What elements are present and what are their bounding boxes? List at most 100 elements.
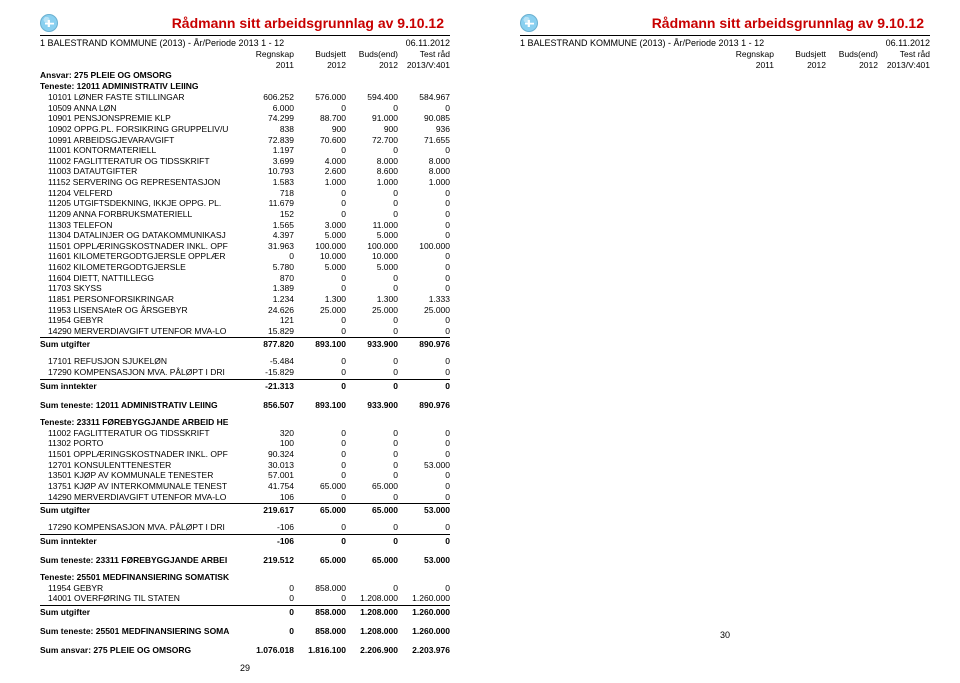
sum-value: 0: [398, 536, 450, 546]
row-label: 17290 KOMPENSASJON MVA. PÅLØPT I DRI: [40, 522, 242, 533]
page-left: Rådmann sitt arbeidsgrunnlag av 9.10.12 …: [0, 0, 480, 683]
table-row: 10509 ANNA LØN6.000000: [40, 103, 450, 114]
table-row: 11303 TELEFON1.5653.00011.0000: [40, 220, 450, 231]
page-number-right: 30: [520, 630, 930, 640]
row-value: 0: [346, 283, 398, 294]
row-value: 0: [294, 103, 346, 114]
row-value: 0: [346, 198, 398, 209]
row-value: 10.000: [346, 251, 398, 262]
sum-label: Sum ansvar: 275 PLEIE OG OMSORG: [40, 645, 242, 655]
ansvar-label: Ansvar: 275 PLEIE OG OMSORG: [40, 70, 450, 81]
row-value: 718: [242, 188, 294, 199]
row-label: 17101 REFUSJON SJUKELØN: [40, 356, 242, 367]
row-value: 0: [398, 262, 450, 273]
row-value: 1.000: [294, 177, 346, 188]
row-value: 91.000: [346, 113, 398, 124]
col-b3: 2012: [346, 60, 398, 70]
table-row: 17101 REFUSJON SJUKELØN-5.484000: [40, 356, 450, 367]
row-label: 11604 DIETT, NATTILLEGG: [40, 273, 242, 284]
sum-label: Sum teneste: 23311 FØREBYGGJANDE ARBEI: [40, 555, 242, 565]
table-row: 17290 KOMPENSASJON MVA. PÅLØPT I DRI-15.…: [40, 367, 450, 378]
row-value: 0: [242, 251, 294, 262]
row-value: 24.626: [242, 305, 294, 316]
row-value: 10.793: [242, 166, 294, 177]
row-value: 0: [346, 428, 398, 439]
row-label: 12701 KONSULENTTENESTER: [40, 460, 242, 471]
row-value: 838: [242, 124, 294, 135]
row-value: 1.208.000: [346, 593, 398, 604]
row-value: 1.197: [242, 145, 294, 156]
rows-12011: 10101 LØNER FASTE STILLINGAR606.252576.0…: [40, 92, 450, 336]
sum-teneste-12011: Sum teneste: 12011 ADMINISTRATIV LEIING8…: [40, 399, 450, 410]
row-value: 0: [398, 283, 450, 294]
sum-value: 0: [242, 626, 294, 636]
table-row: 11003 DATAUTGIFTER10.7932.6008.6008.000: [40, 166, 450, 177]
table-row: 10901 PENSJONSPREMIE KLP74.29988.70091.0…: [40, 113, 450, 124]
row-value: 0: [294, 522, 346, 533]
table-row: 12701 KONSULENTTENESTER30.0130053.000: [40, 460, 450, 471]
row-value: 594.400: [346, 92, 398, 103]
row-value: 0: [398, 209, 450, 220]
row-value: 0: [346, 492, 398, 503]
two-page-spread: Rådmann sitt arbeidsgrunnlag av 9.10.12 …: [0, 0, 960, 683]
rows-25501: 11954 GEBYR0858.0000014001 OVERFØRING TI…: [40, 583, 450, 604]
rows-23311-inn: 17290 KOMPENSASJON MVA. PÅLØPT I DRI-106…: [40, 522, 450, 533]
row-value: -5.484: [242, 356, 294, 367]
sum-value: 0: [398, 381, 450, 391]
row-value: 90.324: [242, 449, 294, 460]
sum-value: 858.000: [294, 626, 346, 636]
row-value: 8.600: [346, 166, 398, 177]
page-right: Rådmann sitt arbeidsgrunnlag av 9.10.12 …: [480, 0, 960, 683]
teneste-12011-label: Teneste: 12011 ADMINISTRATIV LEIING: [40, 81, 450, 92]
sum-value: 219.617: [242, 505, 294, 515]
row-value: 100.000: [398, 241, 450, 252]
sum-value: 0: [346, 381, 398, 391]
column-headers-top-r: Regnskap Budsjett Buds(end) Test råd: [520, 49, 930, 59]
row-value: 0: [398, 583, 450, 594]
row-value: 8.000: [398, 156, 450, 167]
row-value: 152: [242, 209, 294, 220]
row-label: 10991 ARBEIDSGJEVARAVGIFT: [40, 135, 242, 146]
row-value: 10.000: [294, 251, 346, 262]
table-row: 11302 PORTO100000: [40, 438, 450, 449]
table-row: 13501 KJØP AV KOMMUNALE TENESTER57.00100…: [40, 470, 450, 481]
row-value: 57.001: [242, 470, 294, 481]
row-label: 11152 SERVERING OG REPRESENTASJON: [40, 177, 242, 188]
sum-label: Sum teneste: 25501 MEDFINANSIERING SOMA: [40, 626, 242, 636]
row-label: 11954 GEBYR: [40, 315, 242, 326]
row-value: 900: [346, 124, 398, 135]
row-value: 0: [294, 492, 346, 503]
row-label: 11953 LISENSAteR OG ÅRSGEBYR: [40, 305, 242, 316]
row-value: 1.000: [398, 177, 450, 188]
sum-inntekter-12011: Sum inntekter-21.313000: [40, 379, 450, 391]
row-value: 0: [398, 428, 450, 439]
row-value: 72.839: [242, 135, 294, 146]
table-row: 11304 DATALINJER OG DATAKOMMUNIKASJ4.397…: [40, 230, 450, 241]
sum-inntekter-23311: Sum inntekter-106000: [40, 534, 450, 546]
row-value: 88.700: [294, 113, 346, 124]
table-row: 11954 GEBYR121000: [40, 315, 450, 326]
table-row: 11501 OPPLÆRINGSKOSTNADER INKL. OPF31.96…: [40, 241, 450, 252]
table-row: 11002 FAGLITTERATUR OG TIDSSKRIFT3.6994.…: [40, 156, 450, 167]
row-value: 858.000: [294, 583, 346, 594]
sum-value: -21.313: [242, 381, 294, 391]
sum-value: 856.507: [242, 400, 294, 410]
row-value: 1.583: [242, 177, 294, 188]
row-label: 11001 KONTORMATERIELL: [40, 145, 242, 156]
header-r: Rådmann sitt arbeidsgrunnlag av 9.10.12: [520, 14, 930, 36]
table-row: 17290 KOMPENSASJON MVA. PÅLØPT I DRI-106…: [40, 522, 450, 533]
row-value: 0: [346, 209, 398, 220]
row-value: 0: [294, 326, 346, 337]
row-value: 0: [398, 492, 450, 503]
table-row: 13751 KJØP AV INTERKOMMUNALE TENEST41.75…: [40, 481, 450, 492]
sum-label: Sum inntekter: [40, 536, 242, 546]
row-value: 3.699: [242, 156, 294, 167]
row-value: 0: [242, 593, 294, 604]
row-value: -15.829: [242, 367, 294, 378]
row-value: 4.397: [242, 230, 294, 241]
row-label: 13501 KJØP AV KOMMUNALE TENESTER: [40, 470, 242, 481]
row-label: 11002 FAGLITTERATUR OG TIDSSKRIFT: [40, 428, 242, 439]
row-value: 8.000: [398, 166, 450, 177]
sum-value: 1.260.000: [398, 626, 450, 636]
sum-value: 53.000: [398, 555, 450, 565]
